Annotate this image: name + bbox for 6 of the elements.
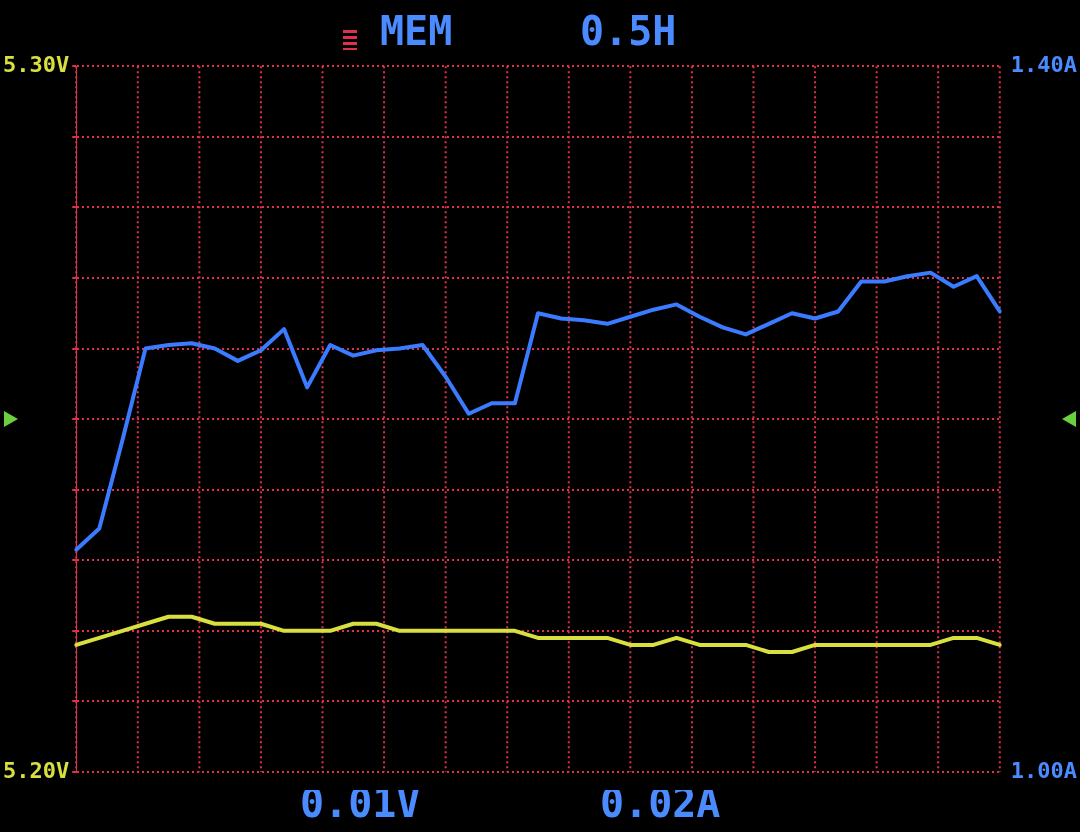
text: MEM — [380, 8, 453, 54]
y2-tick-label: 1.00A — [1010, 757, 1078, 783]
y-tick-label: 5.20V — [2, 757, 70, 783]
y2-tick-label: 1.40A — [1010, 51, 1078, 77]
y-tick-label: 5.30V — [2, 51, 70, 77]
text: 0.5H — [580, 8, 677, 54]
